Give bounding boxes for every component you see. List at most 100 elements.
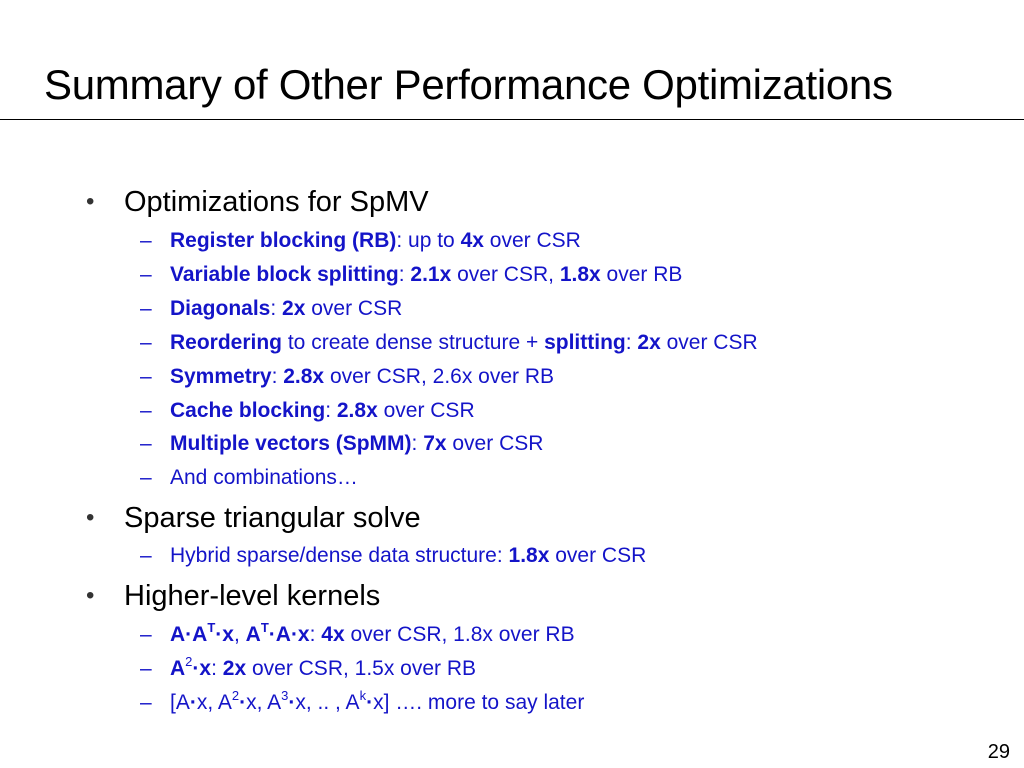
sub-item-hybrid-structure: – Hybrid sparse/dense data structure: 1.… [140,541,646,571]
plain-text: : up to [396,229,461,252]
bullet-text: Optimizations for SpMV [124,186,429,218]
emphasis-text: 7x [423,432,447,455]
emphasis-text: ·x [215,623,234,646]
emphasis-text: Register blocking (RB) [170,229,397,252]
sub-item-diagonals: – Diagonals: 2x over CSR [140,294,402,324]
dash-glyph: – [140,399,152,422]
plain-text: over CSR [377,399,475,422]
plain-text: to create dense structure + [282,331,545,354]
dash-glyph: – [140,657,152,680]
plain-text: x] …. more to say later [373,691,585,714]
emphasis-text: 1.8x [508,544,550,567]
plain-text: : [411,432,424,455]
superscript: k [359,688,367,703]
emphasis-text: 4x [460,229,484,252]
plain-text: over CSR [446,432,544,455]
emphasis-text: 2x [637,331,661,354]
plain-text: x, A [246,691,282,714]
emphasis-text: A [192,623,208,646]
dash-glyph: – [140,466,152,489]
plain-text: Hybrid sparse/dense data structure: [170,544,509,567]
dash-glyph: – [140,691,152,714]
emphasis-text: splitting [544,331,626,354]
sub-item-cache-blocking: – Cache blocking: 2.8x over CSR [140,396,475,426]
emphasis-text: 2.8x [336,399,378,422]
dash-glyph: – [140,623,152,646]
plain-text: : [309,623,322,646]
bullet-text: Higher-level kernels [124,580,381,612]
sub-item-a2x: – A2·x: 2x over CSR, 1.5x over RB [140,654,476,684]
title-divider [0,119,1024,120]
bullet-glyph: • [86,582,95,609]
emphasis-text: A [170,657,186,680]
emphasis-text: Reordering [170,331,283,354]
emphasis-text: A [170,623,186,646]
page-number: 29 [987,741,1010,763]
plain-text: over CSR [305,297,403,320]
sub-item-aat-x: – A·AT·x, AT·A·x: 4x over CSR, 1.8x over… [140,620,575,650]
plain-text: And combinations… [170,466,358,489]
superscript: 2 [185,654,193,669]
plain-text: over CSR, [451,263,560,286]
plain-text: : [625,331,638,354]
emphasis-text: 1.8x [559,263,601,286]
emphasis-text: Multiple vectors (SpMM) [170,432,412,455]
bullet-spmv: • Optimizations for SpMV [86,182,429,222]
emphasis-text: · [288,691,296,714]
bullet-text: Sparse triangular solve [124,502,421,534]
emphasis-text: · [239,691,247,714]
plain-text: over CSR, 1.5x over RB [246,657,477,680]
dash-glyph: – [140,297,152,320]
emphasis-text: 2.1x [410,263,452,286]
sub-item-combinations: – And combinations… [140,463,358,493]
plain-text: over CSR, 1.8x over RB [344,623,575,646]
dash-glyph: – [140,331,152,354]
plain-text: over CSR [549,544,647,567]
plain-text: : [270,297,283,320]
emphasis-text: · [189,691,197,714]
emphasis-text: · [366,691,374,714]
emphasis-text: · [185,623,193,646]
sub-item-register-blocking: – Register blocking (RB): up to 4x over … [140,226,581,256]
bullet-glyph: • [86,504,95,531]
emphasis-text: 2.8x [283,365,325,388]
plain-text: : [325,399,337,422]
bullet-triangular-solve: • Sparse triangular solve [86,498,421,538]
plain-text: over RB [600,263,683,286]
superscript: T [260,620,269,635]
plain-text: : [398,263,411,286]
superscript: 3 [281,688,289,703]
sub-item-multiple-vectors: – Multiple vectors (SpMM): 7x over CSR [140,429,543,459]
plain-text: over CSR, 2.6x over RB [324,365,555,388]
plain-text: : [271,365,284,388]
bullet-higher-level-kernels: • Higher-level kernels [86,576,380,616]
emphasis-text: 4x [321,623,345,646]
superscript: T [207,620,216,635]
bullet-glyph: • [86,188,95,215]
dash-glyph: – [140,544,152,567]
plain-text: [A [170,691,190,714]
dash-glyph: – [140,229,152,252]
sub-item-symmetry: – Symmetry: 2.8x over CSR, 2.6x over RB [140,362,554,392]
dash-glyph: – [140,432,152,455]
emphasis-text: ·x [192,657,212,680]
emphasis-text: Variable block splitting [170,263,399,286]
plain-text: over CSR [660,331,758,354]
plain-text: over CSR [483,229,581,252]
sub-item-variable-block-splitting: – Variable block splitting: 2.1x over CS… [140,260,682,290]
emphasis-text: 2x [282,297,306,320]
emphasis-text: Symmetry [170,365,272,388]
plain-text: x, A [196,691,232,714]
sub-item-power-sequence: – [A·x, A2·x, A3·x, .. , Ak·x] …. more t… [140,688,584,718]
emphasis-text: ·A·x [268,623,310,646]
plain-text: x, .. , A [295,691,360,714]
slide-title: Summary of Other Performance Optimizatio… [44,61,893,108]
emphasis-text: A [245,623,261,646]
plain-text: , [233,623,246,646]
emphasis-text: Cache blocking [170,399,326,422]
dash-glyph: – [140,365,152,388]
dash-glyph: – [140,263,152,286]
superscript: 2 [231,688,240,703]
sub-item-reordering: – Reordering to create dense structure +… [140,328,758,358]
